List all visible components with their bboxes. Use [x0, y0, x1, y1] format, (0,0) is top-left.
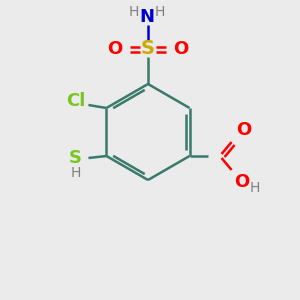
- Text: O: O: [236, 121, 251, 139]
- Text: Cl: Cl: [66, 92, 85, 110]
- Text: H: H: [129, 5, 139, 19]
- Text: O: O: [107, 40, 123, 58]
- Text: H: H: [249, 181, 260, 195]
- Text: H: H: [70, 166, 81, 180]
- Text: O: O: [234, 173, 249, 191]
- Text: S: S: [69, 149, 82, 167]
- Text: O: O: [173, 40, 189, 58]
- Text: N: N: [140, 8, 154, 26]
- Text: H: H: [155, 5, 165, 19]
- Text: S: S: [141, 40, 155, 58]
